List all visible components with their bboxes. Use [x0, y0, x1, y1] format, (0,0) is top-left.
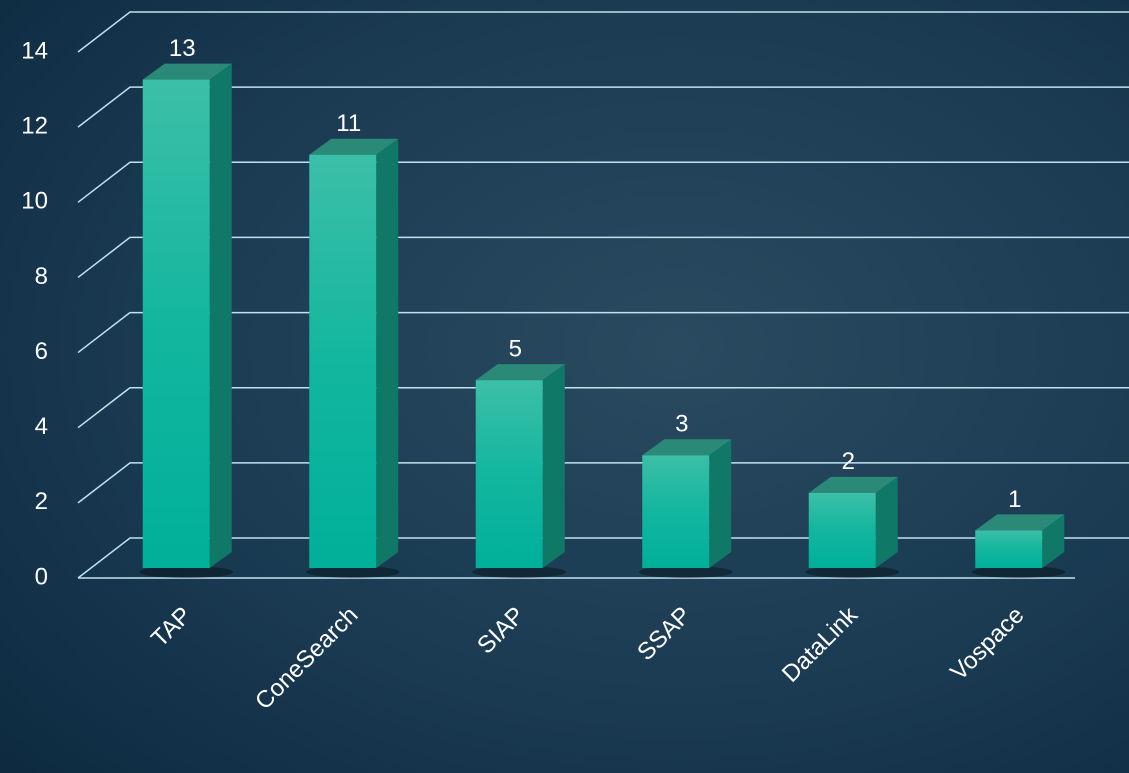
y-tick-label: 0: [35, 563, 48, 590]
y-tick-label: 10: [21, 188, 48, 215]
bar-side: [542, 364, 565, 568]
bar-top: [975, 514, 1065, 531]
value-label: 1: [1008, 486, 1021, 513]
floor: [78, 538, 1127, 578]
value-label: 13: [169, 35, 196, 62]
bar-top: [309, 138, 399, 155]
y-tick-label: 4: [35, 413, 48, 440]
bar-shadow: [472, 566, 567, 578]
bar-top: [808, 476, 898, 493]
grid-line: [77, 537, 1129, 579]
grid-line: [77, 462, 1129, 504]
bar-side: [209, 63, 232, 568]
grid-line: [77, 311, 1129, 354]
bar-shadow: [638, 566, 733, 578]
bar-front: [475, 380, 543, 568]
y-tick-label: 14: [21, 37, 48, 64]
grid-line: [77, 236, 1129, 279]
bar: [805, 476, 900, 578]
bar-side: [875, 476, 898, 568]
y-tick-label: 8: [35, 263, 48, 290]
bar-side: [1042, 514, 1065, 568]
bar-side: [709, 439, 732, 568]
y-tick-label: 6: [35, 338, 48, 365]
bar-shadow: [805, 566, 900, 578]
bar: [305, 138, 400, 578]
bar: [139, 63, 234, 578]
grid-line: [77, 386, 1129, 429]
y-tick-label: 12: [21, 112, 48, 139]
bar: [472, 364, 567, 578]
value-label: 2: [842, 448, 855, 475]
bar-front: [808, 492, 876, 568]
bar-top: [142, 63, 232, 80]
bar-side: [376, 138, 399, 568]
grid-line: [77, 161, 1129, 203]
value-label: 11: [336, 110, 361, 137]
bar-shadow: [971, 566, 1066, 578]
grid-line: [77, 11, 1129, 53]
bar-shadow: [305, 566, 400, 578]
bar-front: [309, 154, 377, 568]
grid-line: [77, 86, 1129, 128]
bar-front: [975, 530, 1043, 568]
y-tick-label: 2: [35, 488, 48, 515]
bar: [638, 439, 733, 578]
bar: [971, 514, 1066, 578]
bar-shadow: [139, 566, 234, 578]
bar-front: [142, 79, 210, 569]
bar-front: [642, 455, 710, 568]
bar-top: [475, 364, 565, 381]
value-label: 3: [675, 411, 688, 438]
bar-top: [642, 439, 732, 456]
value-label: 5: [509, 335, 522, 362]
